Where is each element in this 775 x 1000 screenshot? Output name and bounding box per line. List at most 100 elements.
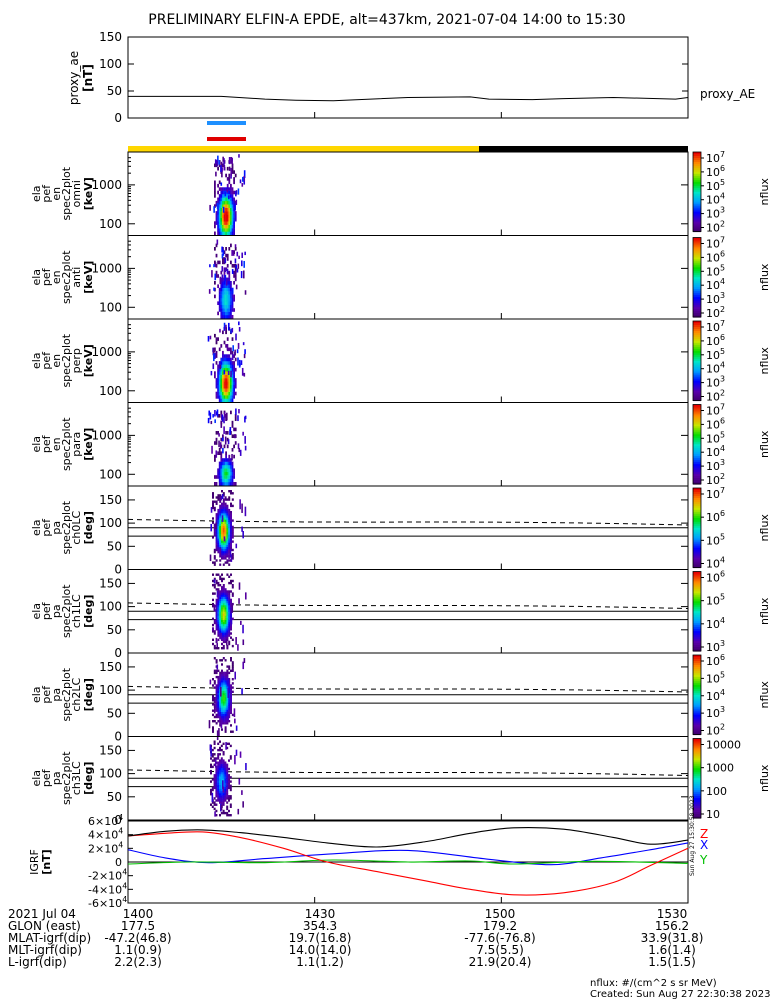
spectrogram-cell <box>228 799 230 802</box>
spectrogram-cell <box>230 657 232 660</box>
spectrogram-cell <box>212 536 214 539</box>
spectrogram-cell <box>226 594 229 597</box>
spectrogram-cell <box>215 605 218 608</box>
colorbar-step <box>693 557 701 561</box>
spectrogram-cell <box>228 231 231 236</box>
spectrogram-cell <box>213 671 216 675</box>
spectrogram-cell <box>215 517 218 520</box>
colorbar-step <box>693 489 701 493</box>
spectrogram-speck <box>230 619 233 625</box>
spectrogram-cell <box>221 717 223 721</box>
spectrogram-cell <box>224 675 227 679</box>
spectrogram-speck <box>231 249 233 256</box>
colorbar-step <box>693 291 701 294</box>
spectrogram-cell <box>217 337 219 341</box>
spectrogram-cell <box>224 811 227 815</box>
colorbar-label: nflux <box>758 681 771 709</box>
spectrogram-speck <box>231 453 233 461</box>
panel-ytick-label: 1000 <box>91 345 122 359</box>
spectrogram-cell <box>210 788 212 792</box>
spectrogram-cell <box>219 517 222 520</box>
colorbar-step <box>693 605 701 608</box>
spectrogram-cell <box>233 454 235 459</box>
spectrogram-speck <box>231 157 233 161</box>
spectrogram-cell <box>226 475 229 479</box>
colorbar-step <box>693 760 701 763</box>
spectrogram-cell <box>210 769 212 773</box>
colorbar-tick-label: 102 <box>706 723 725 738</box>
colorbar-step <box>693 418 701 421</box>
spectrogram-cell <box>220 799 223 802</box>
spectrogram-cell <box>217 769 220 773</box>
spectrogram-cell <box>215 519 218 522</box>
spectrogram-cell <box>228 742 230 745</box>
spectrogram-cell <box>225 461 227 466</box>
colorbar-step <box>693 348 701 352</box>
spectrogram-cell <box>228 519 231 522</box>
spectrogram-cell <box>230 686 232 689</box>
spectrogram-cell <box>228 592 231 595</box>
spectrogram-cell <box>223 291 226 295</box>
spectrogram-cell <box>226 609 229 612</box>
spectrogram-cell <box>214 441 216 445</box>
spectrogram-cell <box>222 364 224 369</box>
colorbar-step <box>693 758 701 761</box>
spectrogram-cell <box>226 281 229 285</box>
spectrogram-speck <box>227 711 229 721</box>
colorbar-step <box>693 408 701 412</box>
spectrogram-cell <box>224 788 227 792</box>
spectrogram-cell <box>212 496 214 499</box>
colorbar-tick-label: 102 <box>706 305 725 320</box>
spectrogram-cell <box>221 590 223 593</box>
spectrogram-cell <box>226 795 229 798</box>
colorbar-step <box>693 275 701 278</box>
colorbar-step <box>693 406 701 410</box>
footer-row-value: 1400 <box>123 907 154 921</box>
spectrogram-cell <box>228 311 231 316</box>
spectrogram-cell <box>215 384 218 389</box>
spectrogram-cell <box>228 200 231 205</box>
spectrogram-cell <box>225 291 227 295</box>
spectrogram-cell <box>222 482 224 486</box>
spectrogram-cell <box>214 281 216 285</box>
spectrogram-cell <box>217 550 220 554</box>
spectrogram-cell <box>215 361 218 365</box>
colorbar-step <box>693 724 701 728</box>
spectrogram-cell <box>230 221 232 225</box>
colorbar-step <box>693 452 701 455</box>
spectrogram-cell <box>219 703 222 706</box>
spectrogram-cell <box>233 468 235 472</box>
spectrogram-cell <box>220 217 223 222</box>
spectrogram-speck <box>216 160 219 167</box>
colorbar-step <box>693 503 701 507</box>
spectrogram-cell <box>215 786 218 790</box>
spectrogram-cell <box>223 482 226 486</box>
panel-ylabel-line: [keV] <box>82 177 95 210</box>
spectrogram-cell <box>226 498 229 501</box>
spectrogram-cell <box>228 701 231 704</box>
footer-row-value: 21.9(20.4) <box>469 955 532 969</box>
spectrogram-cell <box>219 532 222 535</box>
spectrogram-speck <box>237 644 239 651</box>
spectrogram-cell <box>226 478 229 483</box>
spectrogram-cell <box>217 797 220 800</box>
spectrogram-cell <box>217 774 220 777</box>
colorbar-step <box>693 448 701 451</box>
panel-ytick-label: 100 <box>99 516 122 530</box>
spectrogram-cell <box>226 703 229 706</box>
spectrogram-cell <box>225 354 227 358</box>
spectrogram-cell <box>222 769 225 773</box>
spectrogram-cell <box>233 364 235 369</box>
spectrogram-cell <box>228 388 231 392</box>
spectrogram-cell <box>212 494 214 497</box>
spectrogram-cell <box>219 673 222 677</box>
spectrogram-cell <box>224 782 227 785</box>
spectrogram-cell <box>220 344 223 348</box>
spectrogram-cell <box>233 170 235 174</box>
spectrogram-speck <box>223 426 225 434</box>
spectrogram-cell <box>229 757 232 760</box>
spectrogram-cell <box>222 211 224 215</box>
spectrogram-cell <box>226 465 229 469</box>
